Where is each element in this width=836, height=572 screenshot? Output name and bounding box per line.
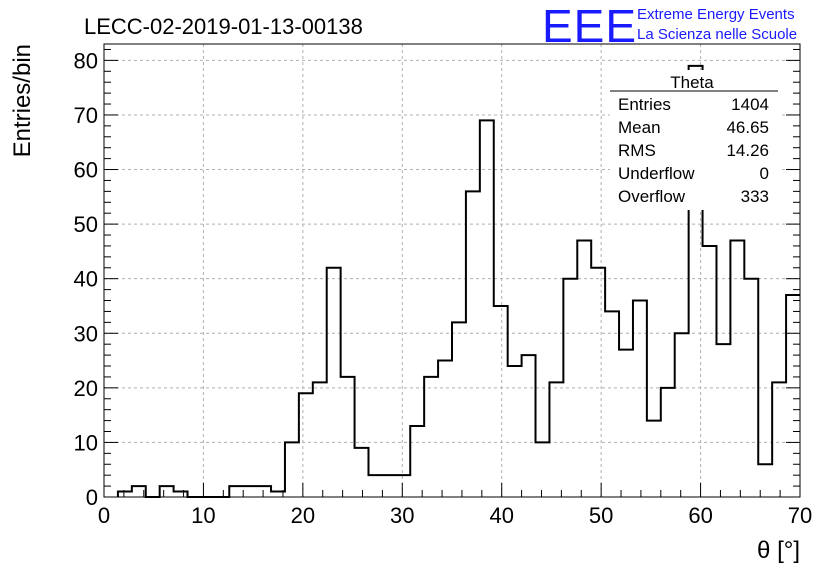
histogram-bin — [355, 448, 369, 497]
histogram-bin — [382, 475, 396, 497]
histogram-bin — [577, 240, 591, 497]
y-axis-label: Entries/bin — [9, 44, 36, 157]
y-tick-label: 80 — [74, 48, 98, 73]
stats-label-mean: Mean — [618, 118, 661, 137]
y-tick-label: 40 — [74, 267, 98, 292]
histogram-bin — [703, 246, 717, 497]
x-tick-label: 20 — [291, 503, 315, 528]
histogram-bin — [772, 382, 786, 497]
stats-label-underflow: Underflow — [618, 164, 695, 183]
x-tick-label: 40 — [489, 503, 513, 528]
histogram-bin — [786, 295, 800, 497]
histogram-bin — [410, 426, 424, 497]
histogram-bin — [452, 322, 466, 497]
y-tick-label: 20 — [74, 376, 98, 401]
x-tick-label: 30 — [390, 503, 414, 528]
histogram-bin — [480, 120, 494, 497]
logo-line-2: La Scienza nelle Scuole — [637, 26, 797, 43]
histogram-bin — [522, 355, 536, 497]
y-tick-label: 10 — [74, 430, 98, 455]
histogram-bin — [299, 393, 313, 497]
y-tick-label: 30 — [74, 321, 98, 346]
histogram-bin — [744, 279, 758, 497]
histogram-bin — [563, 279, 577, 497]
stats-label-overflow: Overflow — [618, 187, 686, 206]
histogram-bin — [229, 486, 243, 497]
histogram-bin — [619, 350, 633, 497]
histogram-bin — [549, 382, 563, 497]
eee-logo: EEE Extreme Energy Events La Scienza nel… — [542, 0, 797, 52]
stats-value-underflow: 0 — [760, 164, 769, 183]
histogram-bin — [494, 306, 508, 497]
histogram-bin — [661, 388, 675, 497]
histogram-bin — [675, 333, 689, 497]
histogram-bin — [438, 361, 452, 497]
histogram-bin — [508, 366, 522, 497]
y-tick-label: 60 — [74, 158, 98, 183]
histogram-bin — [257, 486, 271, 497]
logo-mark: EEE — [542, 0, 637, 52]
stats-box: Theta Entries 1404 Mean 46.65 RMS 14.26 … — [610, 70, 780, 210]
histogram-bin — [605, 311, 619, 497]
x-tick-label: 60 — [688, 503, 712, 528]
stats-value-entries: 1404 — [731, 95, 769, 114]
plot-frame — [103, 43, 801, 498]
chart-title: LECC-02-2019-01-13-00138 — [84, 14, 363, 39]
histogram-bin — [424, 377, 438, 497]
histogram-bin — [633, 301, 647, 497]
histogram-bin — [327, 268, 341, 497]
y-tick-label: 0 — [86, 485, 98, 510]
x-tick-label: 70 — [788, 503, 812, 528]
logo-line-1: Extreme Energy Events — [637, 6, 795, 23]
stats-value-mean: 46.65 — [726, 118, 769, 137]
x-tick-label: 50 — [589, 503, 613, 528]
histogram-bin — [396, 475, 410, 497]
stats-box-bg — [610, 70, 780, 210]
stats-label-entries: Entries — [618, 95, 671, 114]
x-tick-label: 10 — [191, 503, 215, 528]
histogram-bin — [285, 442, 299, 497]
stats-title: Theta — [670, 73, 714, 92]
histogram-bin — [730, 240, 744, 497]
histogram-bin — [591, 268, 605, 497]
histogram-bin — [243, 486, 257, 497]
y-tick-label: 50 — [74, 212, 98, 237]
stats-label-rms: RMS — [618, 141, 656, 160]
histogram-bin — [174, 492, 188, 497]
x-axis-label: θ [°] — [757, 537, 800, 564]
histogram-bin — [341, 377, 355, 497]
histogram-bin — [368, 475, 382, 497]
axes: 0 10 20 30 40 50 60 70 0 10 20 30 40 50 60 70 80 — [74, 48, 813, 528]
grid-lines — [104, 44, 800, 497]
y-tick-label: 70 — [74, 103, 98, 128]
x-tick-label: 0 — [98, 503, 110, 528]
histogram-bin — [716, 344, 730, 497]
stats-value-overflow: 333 — [741, 187, 769, 206]
histogram-bin — [466, 191, 480, 497]
histogram-bin — [536, 442, 550, 497]
histogram-bin — [118, 492, 132, 497]
stats-value-rms: 14.26 — [726, 141, 769, 160]
histogram-bin — [647, 421, 661, 497]
histogram-bin — [160, 486, 174, 497]
histogram-bin — [313, 382, 327, 497]
